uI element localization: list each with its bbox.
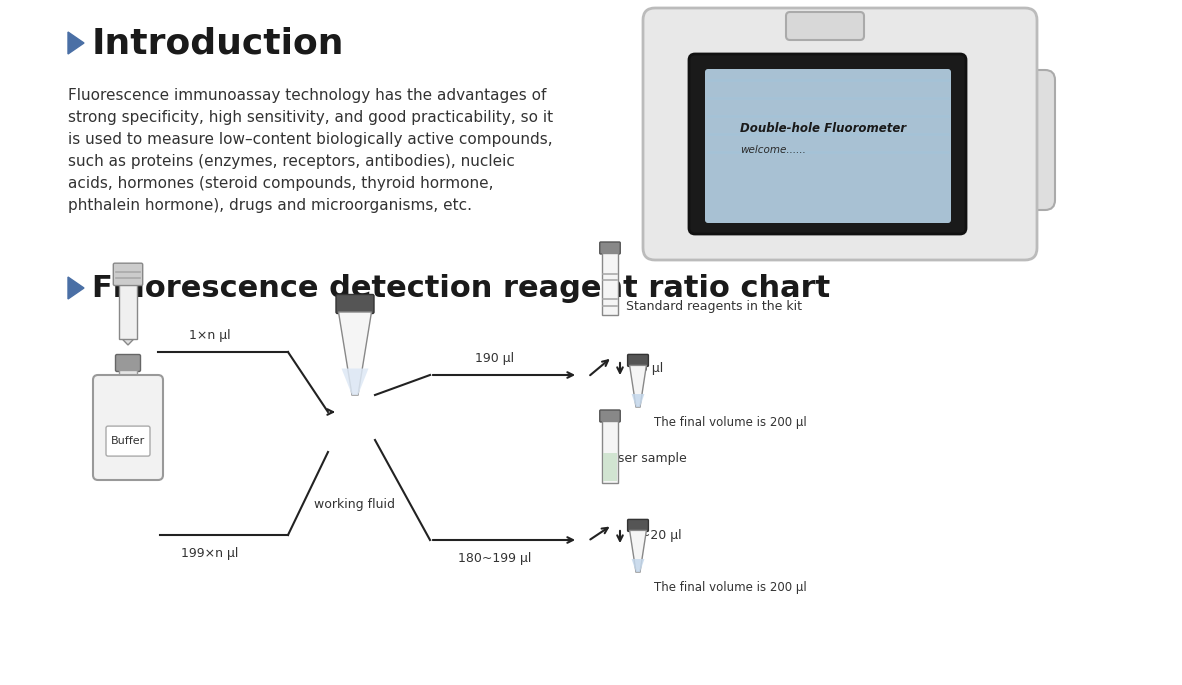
Text: Reagents: Reagents [98, 417, 157, 430]
Text: 1~20 μl: 1~20 μl [632, 530, 682, 543]
FancyBboxPatch shape [113, 263, 143, 286]
FancyBboxPatch shape [603, 453, 617, 481]
Text: 10 μl: 10 μl [632, 362, 663, 375]
Text: Fluorescence detection reagent ratio chart: Fluorescence detection reagent ratio cha… [92, 273, 830, 303]
Polygon shape [630, 530, 647, 572]
FancyBboxPatch shape [991, 70, 1056, 210]
FancyBboxPatch shape [93, 375, 163, 480]
FancyBboxPatch shape [628, 354, 649, 366]
FancyBboxPatch shape [786, 12, 864, 40]
Polygon shape [69, 32, 84, 54]
Text: 1×n μl: 1×n μl [189, 329, 230, 342]
Text: user sample: user sample [610, 452, 687, 465]
Text: strong specificity, high sensitivity, and good practicability, so it: strong specificity, high sensitivity, an… [69, 110, 553, 125]
FancyBboxPatch shape [689, 54, 966, 234]
Text: acids, hormones (steroid compounds, thyroid hormone,: acids, hormones (steroid compounds, thyr… [69, 176, 494, 191]
Polygon shape [631, 559, 644, 572]
Polygon shape [122, 338, 135, 345]
Polygon shape [342, 369, 369, 395]
Text: welcome......: welcome...... [740, 145, 806, 155]
Text: Fluorescence immunoassay technology has the advantages of: Fluorescence immunoassay technology has … [69, 88, 546, 103]
Text: working fluid: working fluid [314, 498, 396, 511]
Text: The final volume is 200 μl: The final volume is 200 μl [654, 416, 807, 429]
FancyBboxPatch shape [599, 242, 621, 254]
Polygon shape [631, 394, 644, 407]
FancyBboxPatch shape [628, 519, 649, 532]
Text: is used to measure low–content biologically active compounds,: is used to measure low–content biologica… [69, 132, 553, 147]
Text: Double-hole Fluorometer: Double-hole Fluorometer [740, 121, 907, 134]
Text: 180~199 μl: 180~199 μl [459, 552, 532, 565]
Text: Standard reagents in the kit: Standard reagents in the kit [626, 300, 803, 313]
Text: 190 μl: 190 μl [475, 352, 514, 365]
Polygon shape [69, 277, 84, 299]
FancyBboxPatch shape [599, 410, 621, 422]
Text: 199×n μl: 199×n μl [181, 547, 239, 560]
FancyBboxPatch shape [116, 355, 141, 371]
FancyBboxPatch shape [643, 8, 1037, 260]
Polygon shape [630, 365, 647, 407]
Text: such as proteins (enzymes, receptors, antibodies), nucleic: such as proteins (enzymes, receptors, an… [69, 154, 515, 169]
Text: phthalein hormone), drugs and microorganisms, etc.: phthalein hormone), drugs and microorgan… [69, 198, 472, 213]
Text: Introduction: Introduction [92, 26, 344, 60]
Text: Buffer: Buffer [111, 436, 145, 446]
FancyBboxPatch shape [602, 421, 618, 483]
Polygon shape [338, 312, 371, 395]
FancyBboxPatch shape [119, 284, 137, 338]
Text: The final volume is 200 μl: The final volume is 200 μl [654, 580, 807, 593]
FancyBboxPatch shape [704, 69, 952, 223]
Polygon shape [119, 370, 137, 380]
FancyBboxPatch shape [336, 295, 374, 314]
FancyBboxPatch shape [106, 426, 150, 456]
FancyBboxPatch shape [602, 253, 618, 315]
